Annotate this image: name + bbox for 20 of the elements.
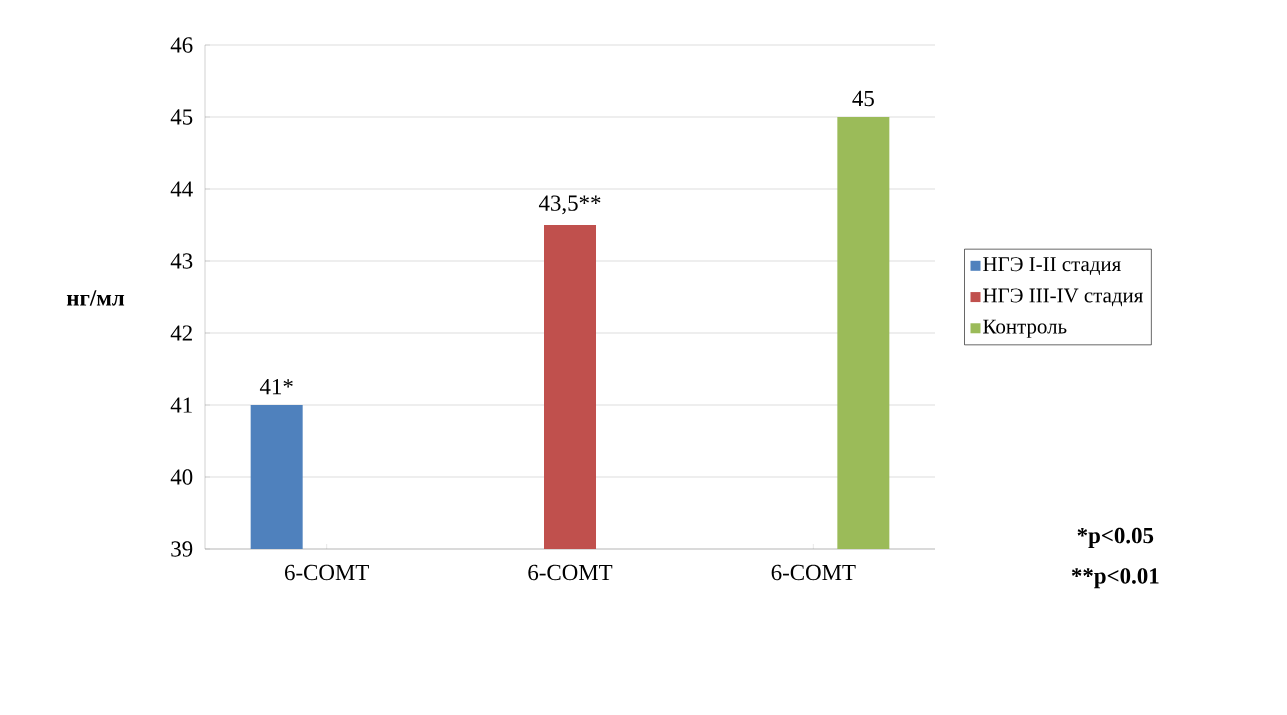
text: **p<0.01 [1071,568,1159,589]
y-axis-title: нг/мл [66,290,125,306]
y-tick-label: 40 [170,469,193,485]
x-tick-label: 6-COMT [528,564,613,581]
x-tick-label: 6-COMT [771,564,856,581]
data-label: 41* [259,379,293,395]
legend-label: НГЭ I-II стадия [983,257,1121,276]
y-tick-label: 42 [170,325,192,341]
x-tick-label: 6-COMT [285,564,369,581]
y-tick-label: 39 [171,541,193,557]
text: *p<0.05 [1077,527,1154,548]
legend-label: НГЭ III-IV стадия [983,288,1143,307]
y-tick-label: 41 [170,397,192,413]
y-tick-label: 45 [170,109,193,125]
legend-label: Контроль [983,319,1067,338]
y-tick-label: 46 [170,37,193,53]
y-tick-label: 43 [170,253,193,269]
y-tick-label: 44 [170,181,193,197]
data-label: 45 [852,90,874,107]
data-label: 43,5** [538,195,601,215]
